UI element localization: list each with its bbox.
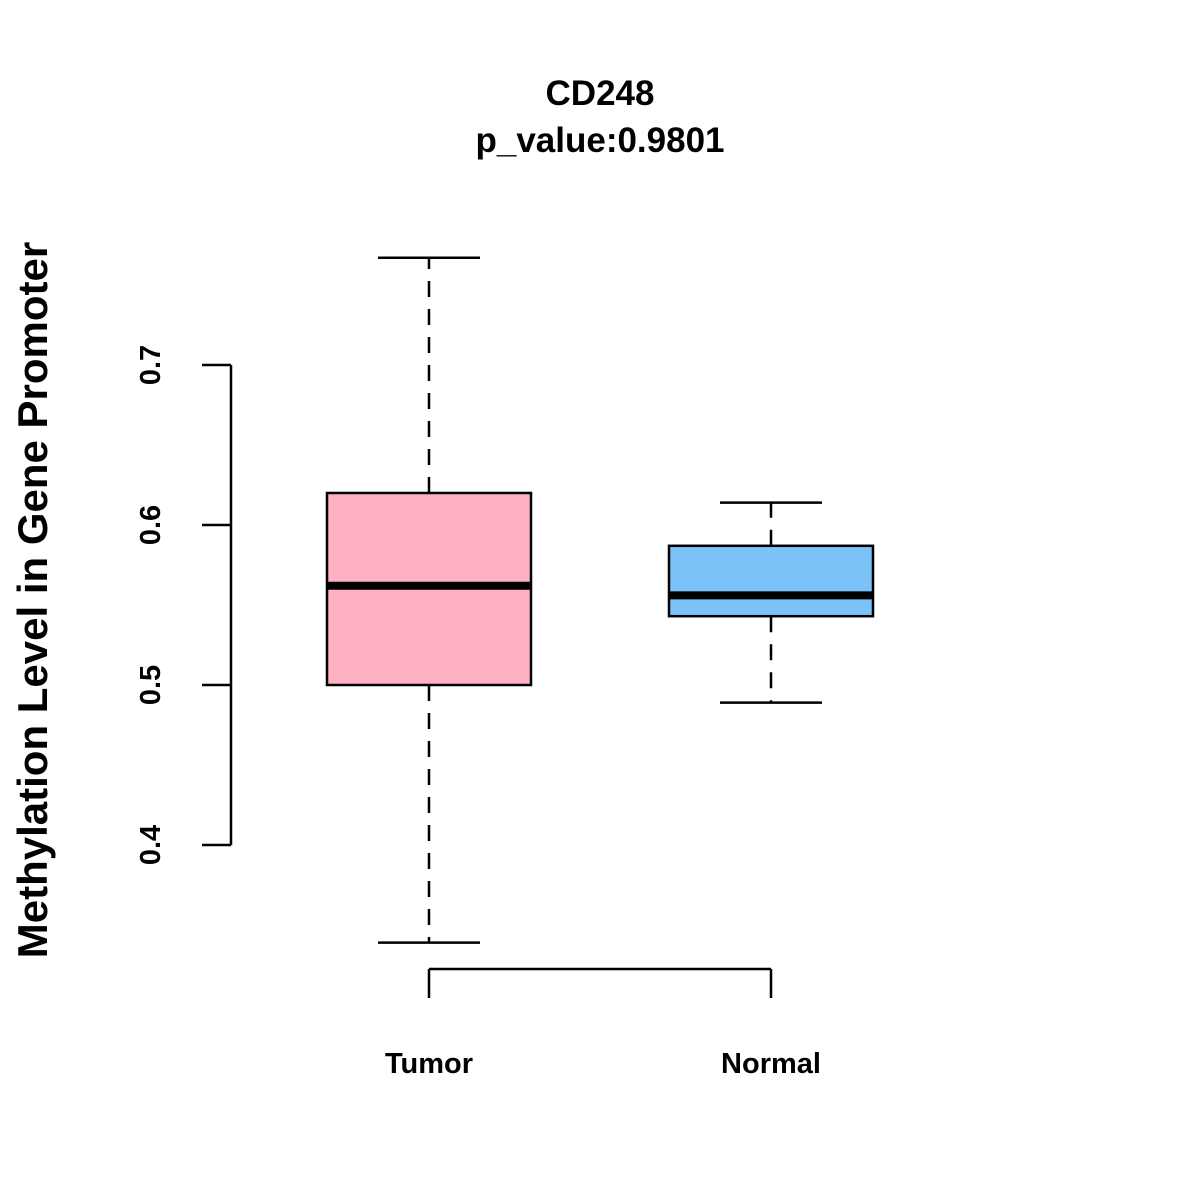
x-tick-label-tumor: Tumor xyxy=(385,1048,473,1080)
y-axis: 0.4 0.5 0.6 0.7 xyxy=(135,345,233,865)
y-tick-label: 0.4 xyxy=(135,825,167,865)
box-tumor xyxy=(325,256,533,944)
chart-subtitle: p_value:0.9801 xyxy=(475,121,724,160)
y-tick-label: 0.6 xyxy=(135,505,167,545)
y-axis-label: Methylation Level in Gene Promoter xyxy=(9,242,56,958)
boxes-layer xyxy=(325,256,875,944)
y-tick-label: 0.7 xyxy=(135,345,167,385)
y-tick-label: 0.5 xyxy=(135,665,167,705)
iqr-box xyxy=(667,544,875,618)
x-axis: Tumor Normal xyxy=(385,967,821,1080)
box-normal xyxy=(667,501,875,704)
x-tick-label-normal: Normal xyxy=(721,1048,821,1080)
chart-title: CD248 xyxy=(546,74,655,113)
